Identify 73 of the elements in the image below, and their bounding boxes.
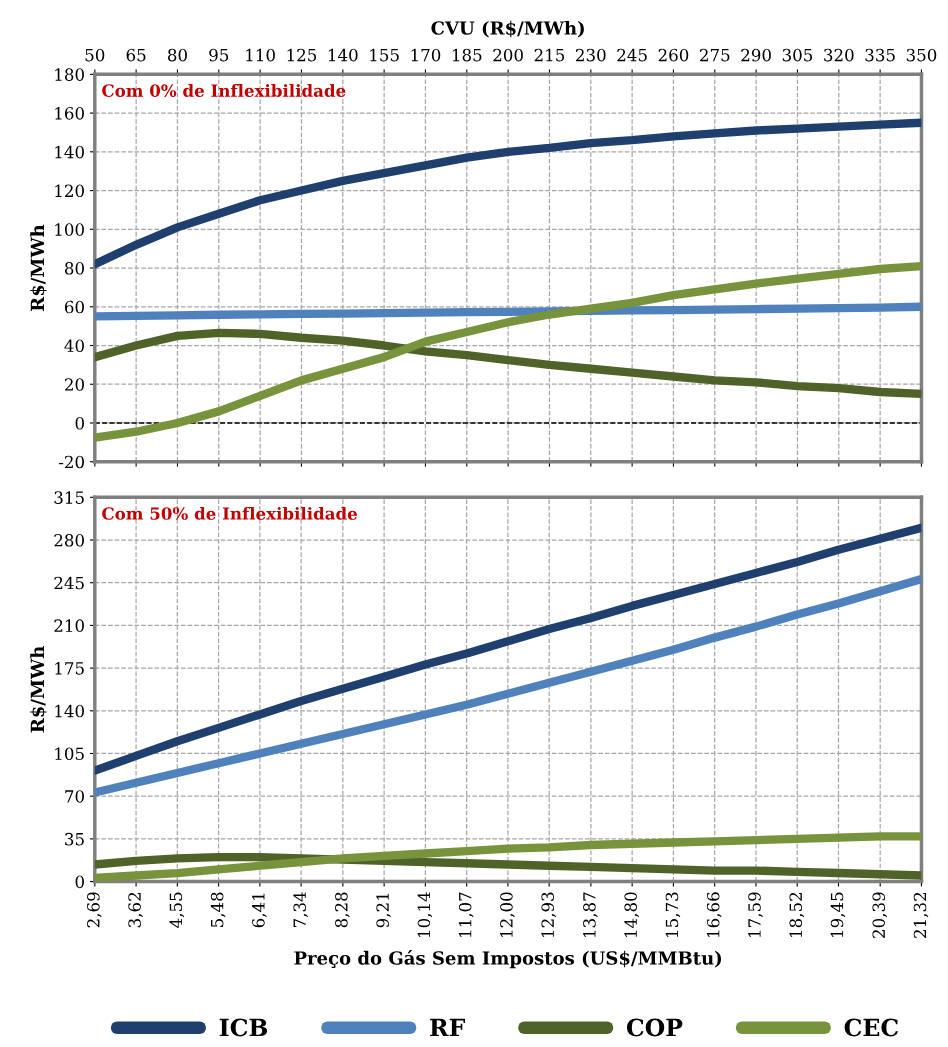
legend-label: CEC <box>844 1018 898 1037</box>
x-tick-label: 140 <box>328 48 358 62</box>
y-tick-label: 0 <box>75 875 84 889</box>
x-tick-label: 2,69 <box>87 892 102 928</box>
y-tick-label: 245 <box>54 576 84 590</box>
x-tick-label: 125 <box>287 48 317 62</box>
x-tick-label: 275 <box>700 48 730 62</box>
x-tick-label: 17,59 <box>748 892 763 937</box>
legend-label: RF <box>430 1018 466 1037</box>
x-tick-label: 3,62 <box>128 892 143 928</box>
x-tick-label: 4,55 <box>169 892 185 928</box>
x-axis-title: Preço do Gás Sem Impostos (US$/MMBtu) <box>294 950 722 969</box>
x-axis-title: CVU (R$/MWh) <box>431 20 584 38</box>
x-tick-label: 11,07 <box>458 892 474 937</box>
y-tick-label: 180 <box>55 68 84 81</box>
x-tick-label: 65 <box>126 48 146 62</box>
y-tick-label: 210 <box>54 619 84 632</box>
legend-label: COP <box>626 1018 683 1037</box>
x-tick-label: 320 <box>824 48 854 62</box>
x-tick-label: 200 <box>493 48 523 62</box>
x-tick-label: 290 <box>741 48 771 62</box>
y-tick-label: 120 <box>55 184 84 198</box>
y-axis-title: R$/MWh <box>30 646 47 733</box>
x-tick-label: 170 <box>411 48 441 62</box>
x-tick-label: 230 <box>576 48 606 62</box>
x-tick-label: 5,48 <box>210 892 226 927</box>
x-tick-label: 305 <box>782 48 813 62</box>
y-tick-label: 40 <box>64 339 84 353</box>
x-tick-label: 21,32 <box>913 892 929 938</box>
x-tick-label: 95 <box>209 48 229 62</box>
annotation: Com 50% de Inflexibilidade <box>102 506 358 520</box>
x-tick-label: 10,14 <box>417 892 433 937</box>
x-tick-label: 185 <box>452 48 482 62</box>
x-tick-label: 215 <box>534 48 565 62</box>
x-tick-label: 8,28 <box>335 892 350 928</box>
y-tick-label: 35 <box>65 832 84 846</box>
x-tick-label: 12,00 <box>500 892 515 937</box>
annotation: Com 0% de Inflexibilidade <box>102 84 346 97</box>
y-tick-label: 60 <box>64 300 84 314</box>
x-tick-label: 14,80 <box>624 892 640 937</box>
x-tick-label: 9,21 <box>376 893 391 928</box>
y-tick-label: 315 <box>54 491 84 504</box>
x-tick-label: 155 <box>370 48 399 62</box>
y-tick-label: 105 <box>55 747 84 761</box>
x-tick-label: 19,45 <box>830 892 846 937</box>
y-tick-label: 70 <box>65 790 84 803</box>
x-tick-label: 20,39 <box>872 892 888 938</box>
x-tick-label: 80 <box>167 48 187 62</box>
y-tick-label: 160 <box>55 107 84 120</box>
y-tick-label: 80 <box>64 261 84 275</box>
y-tick-label: 100 <box>55 223 84 236</box>
y-tick-label: 280 <box>54 533 84 547</box>
legend-label: ICB <box>219 1018 268 1037</box>
x-tick-label: 50 <box>85 48 105 62</box>
x-tick-label: 335 <box>865 48 895 62</box>
x-tick-label: 13,87 <box>583 892 598 937</box>
y-tick-label: -20 <box>58 455 84 469</box>
x-tick-label: 350 <box>906 48 937 62</box>
x-tick-label: 18,52 <box>789 892 805 937</box>
y-tick-label: 0 <box>75 416 84 430</box>
x-tick-label: 6,41 <box>252 893 267 928</box>
y-tick-label: 175 <box>55 662 84 675</box>
y-tick-label: 140 <box>55 704 84 718</box>
x-tick-label: 12,93 <box>541 892 557 937</box>
x-tick-label: 245 <box>617 48 647 62</box>
x-tick-label: 16,66 <box>706 892 722 937</box>
x-tick-label: 15,73 <box>665 892 681 937</box>
x-tick-label: 110 <box>246 48 275 62</box>
y-tick-label: 140 <box>55 145 84 159</box>
y-axis-title: R$/MWh <box>30 224 47 311</box>
x-tick-label: 260 <box>658 48 689 62</box>
x-tick-label: 7,34 <box>293 892 308 927</box>
y-tick-label: 20 <box>65 378 84 391</box>
